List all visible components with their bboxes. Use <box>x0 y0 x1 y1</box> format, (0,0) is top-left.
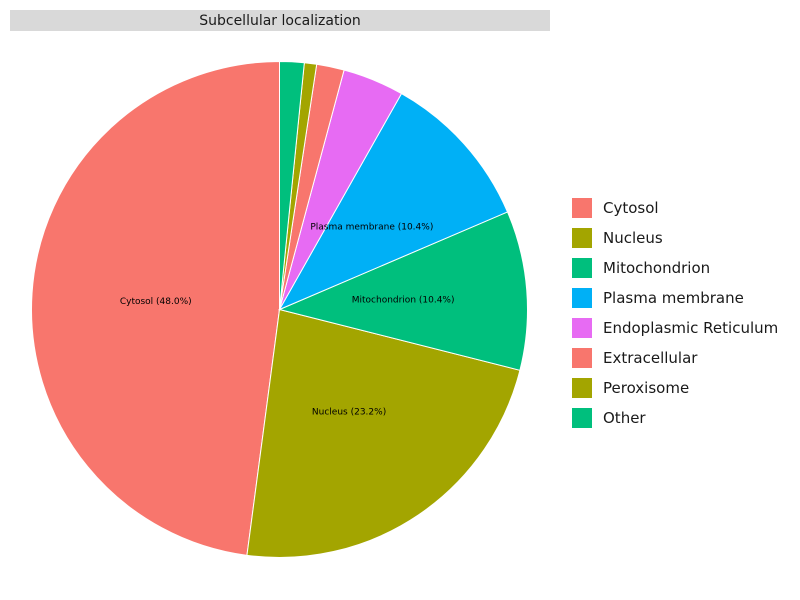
legend-swatch <box>572 318 592 338</box>
chart-title: Subcellular localization <box>199 12 361 29</box>
legend-swatch <box>572 228 592 248</box>
legend-label: Endoplasmic Reticulum <box>603 319 779 337</box>
legend-item-endoplasmic-reticulum: Endoplasmic Reticulum <box>572 313 778 343</box>
chart-legend: Cytosol Nucleus Mitochondrion Plasma membra… <box>572 193 778 433</box>
legend-label: Cytosol <box>603 199 659 217</box>
legend-label: Extracellular <box>603 349 698 367</box>
legend-item-nucleus: Nucleus <box>572 223 778 253</box>
data-label-nucleus: Nucleus (23.2%) <box>312 408 386 418</box>
legend-item-plasma-membrane: Plasma membrane <box>572 283 778 313</box>
legend-swatch <box>572 408 592 428</box>
legend-swatch <box>572 198 592 218</box>
legend-item-peroxisome: Peroxisome <box>572 373 778 403</box>
legend-item-other: Other <box>572 403 778 433</box>
legend-swatch <box>572 258 592 278</box>
chart-title-strip: Subcellular localization <box>10 10 550 31</box>
legend-item-mitochondrion: Mitochondrion <box>572 253 778 283</box>
legend-swatch <box>572 378 592 398</box>
legend-label: Peroxisome <box>603 379 690 397</box>
legend-label: Mitochondrion <box>603 259 711 277</box>
pie-slice-other <box>279 60 305 310</box>
legend-label: Other <box>603 409 646 427</box>
legend-label: Plasma membrane <box>603 289 744 307</box>
pie-slice-cytosol <box>31 60 280 556</box>
pie-slice-mitochondrion <box>277 211 528 371</box>
data-label-plasma-membrane: Plasma membrane (10.4%) <box>310 222 433 232</box>
legend-swatch <box>572 348 592 368</box>
legend-item-extracellular: Extracellular <box>572 343 778 373</box>
pie-slice-nucleus <box>246 308 521 558</box>
legend-label: Nucleus <box>603 229 663 247</box>
data-label-cytosol: Cytosol (48.0%) <box>120 297 192 307</box>
data-label-mitochondrion: Mitochondrion (10.4%) <box>352 295 455 305</box>
legend-item-cytosol: Cytosol <box>572 193 778 223</box>
legend-swatch <box>572 288 592 308</box>
pie-slice-plasma-membrane <box>278 92 509 311</box>
